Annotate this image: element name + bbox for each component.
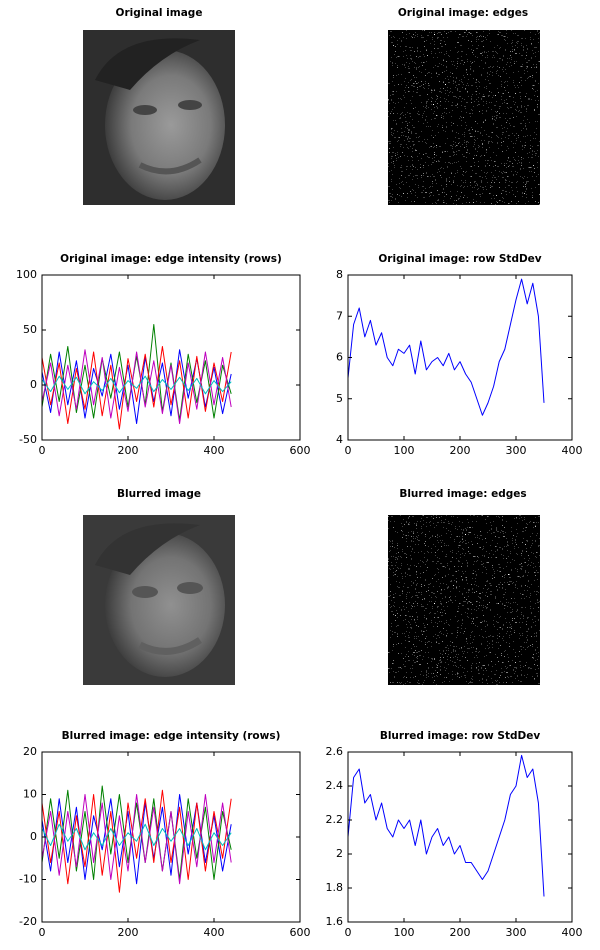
chart-title: Original image: row StdDev [378, 253, 541, 265]
y-tick-label: 2.4 [326, 779, 344, 792]
x-tick-label: 0 [39, 444, 46, 457]
y-tick-label: 50 [23, 323, 37, 336]
x-tick-label: 400 [562, 444, 583, 457]
y-tick-label: 2 [336, 847, 343, 860]
chart-title: Blurred image: row StdDev [380, 730, 541, 742]
edge-image [388, 515, 540, 685]
x-tick-label: 200 [450, 926, 471, 939]
x-tick-label: 100 [394, 926, 415, 939]
image-title: Blurred image [117, 488, 201, 500]
x-tick-label: 600 [290, 444, 311, 457]
x-tick-label: 400 [204, 444, 225, 457]
y-tick-label: 1.8 [326, 881, 344, 894]
series-line [347, 278, 545, 416]
face-image [83, 30, 235, 205]
y-tick-label: 0 [30, 830, 37, 843]
plot-area [348, 752, 572, 922]
y-tick-label: -20 [19, 915, 37, 928]
axes-box [41, 274, 301, 441]
series-line [41, 346, 232, 430]
y-tick-label: 7 [336, 309, 343, 322]
x-tick-label: 200 [118, 926, 139, 939]
x-tick-label: 0 [39, 926, 46, 939]
series-line [41, 375, 232, 395]
x-tick-label: 0 [345, 444, 352, 457]
image-title: Original image [116, 7, 203, 19]
chart-title: Original image: edge intensity (rows) [60, 253, 282, 265]
x-tick-label: 300 [506, 926, 527, 939]
series-line [347, 754, 545, 897]
x-tick-label: 400 [562, 926, 583, 939]
y-tick-label: 2.2 [326, 813, 344, 826]
x-tick-label: 200 [450, 444, 471, 457]
image-title: Blurred image: edges [399, 488, 526, 500]
y-tick-label: -10 [19, 873, 37, 886]
y-tick-label: 4 [336, 433, 343, 446]
series-line [41, 823, 232, 851]
y-tick-label: 8 [336, 268, 343, 281]
y-tick-label: 20 [23, 745, 37, 758]
image-title: Original image: edges [398, 7, 528, 19]
y-tick-label: 2.6 [326, 745, 344, 758]
y-tick-label: 0 [30, 378, 37, 391]
x-tick-label: 400 [204, 926, 225, 939]
series-line [41, 794, 232, 885]
plot-area [42, 752, 300, 922]
series-line [41, 349, 232, 424]
chart-title: Blurred image: edge intensity (rows) [62, 730, 281, 742]
y-tick-label: 10 [23, 788, 37, 801]
y-tick-label: 100 [16, 268, 37, 281]
x-tick-label: 300 [506, 444, 527, 457]
y-tick-label: 6 [336, 351, 343, 364]
y-tick-label: -50 [19, 433, 37, 446]
face-image [83, 515, 235, 685]
plot-area [348, 275, 572, 440]
x-tick-label: 100 [394, 444, 415, 457]
edge-image [388, 30, 540, 205]
x-tick-label: 0 [345, 926, 352, 939]
y-tick-label: 5 [336, 392, 343, 405]
x-tick-label: 600 [290, 926, 311, 939]
x-tick-label: 200 [118, 444, 139, 457]
series-line [41, 789, 232, 893]
y-tick-label: 1.6 [326, 915, 344, 928]
